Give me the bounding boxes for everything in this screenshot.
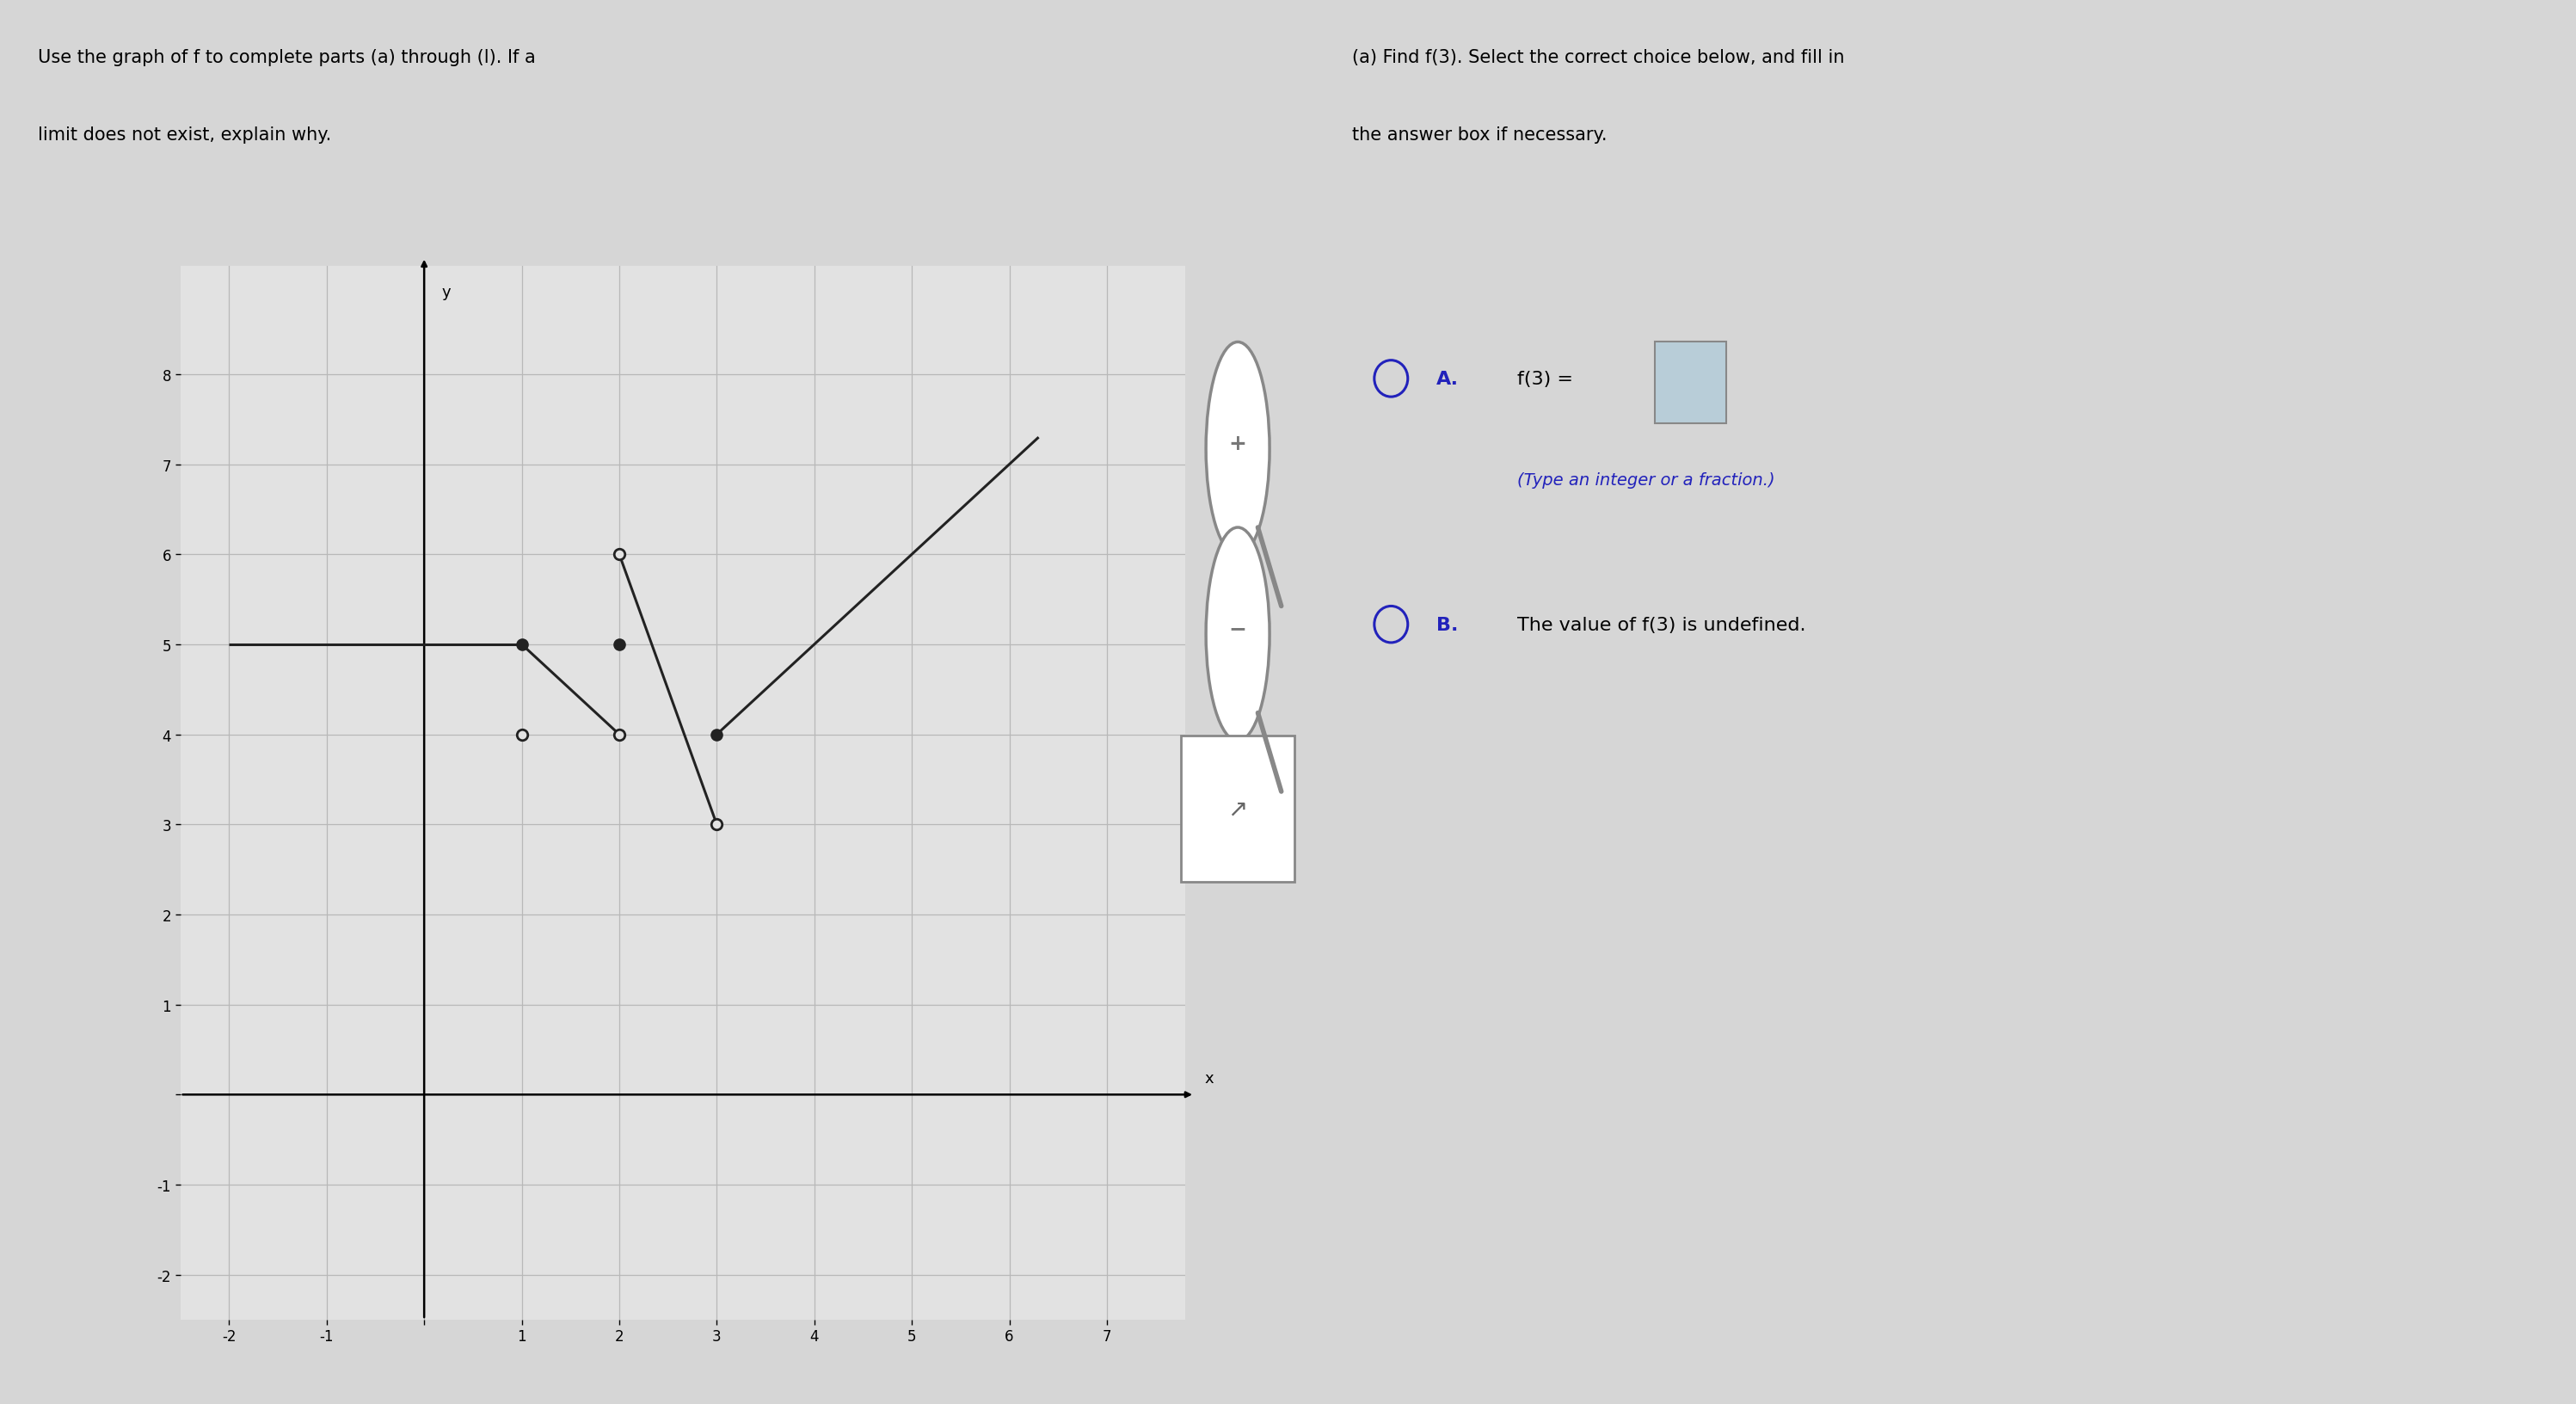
Text: the answer box if necessary.: the answer box if necessary. (1352, 126, 1607, 143)
Text: +: + (1229, 434, 1247, 453)
Text: x: x (1206, 1070, 1213, 1085)
Text: A.: A. (1437, 371, 1458, 388)
Text: ↗: ↗ (1229, 796, 1247, 821)
FancyBboxPatch shape (1654, 343, 1726, 424)
Text: f(3) =: f(3) = (1517, 371, 1574, 388)
Text: (Type an integer or a fraction.): (Type an integer or a fraction.) (1517, 472, 1775, 489)
Text: (a) Find f(3). Select the correct choice below, and fill in: (a) Find f(3). Select the correct choice… (1352, 49, 1844, 66)
Text: y: y (440, 285, 451, 300)
Circle shape (1206, 343, 1270, 556)
Text: Use the graph of f to complete parts (a) through (l). If a: Use the graph of f to complete parts (a)… (39, 49, 536, 66)
Text: limit does not exist, explain why.: limit does not exist, explain why. (39, 126, 332, 143)
Text: −: − (1229, 619, 1247, 639)
Text: The value of f(3) is undefined.: The value of f(3) is undefined. (1517, 616, 1806, 633)
Text: B.: B. (1437, 616, 1458, 633)
Circle shape (1206, 528, 1270, 741)
FancyBboxPatch shape (1180, 736, 1296, 882)
